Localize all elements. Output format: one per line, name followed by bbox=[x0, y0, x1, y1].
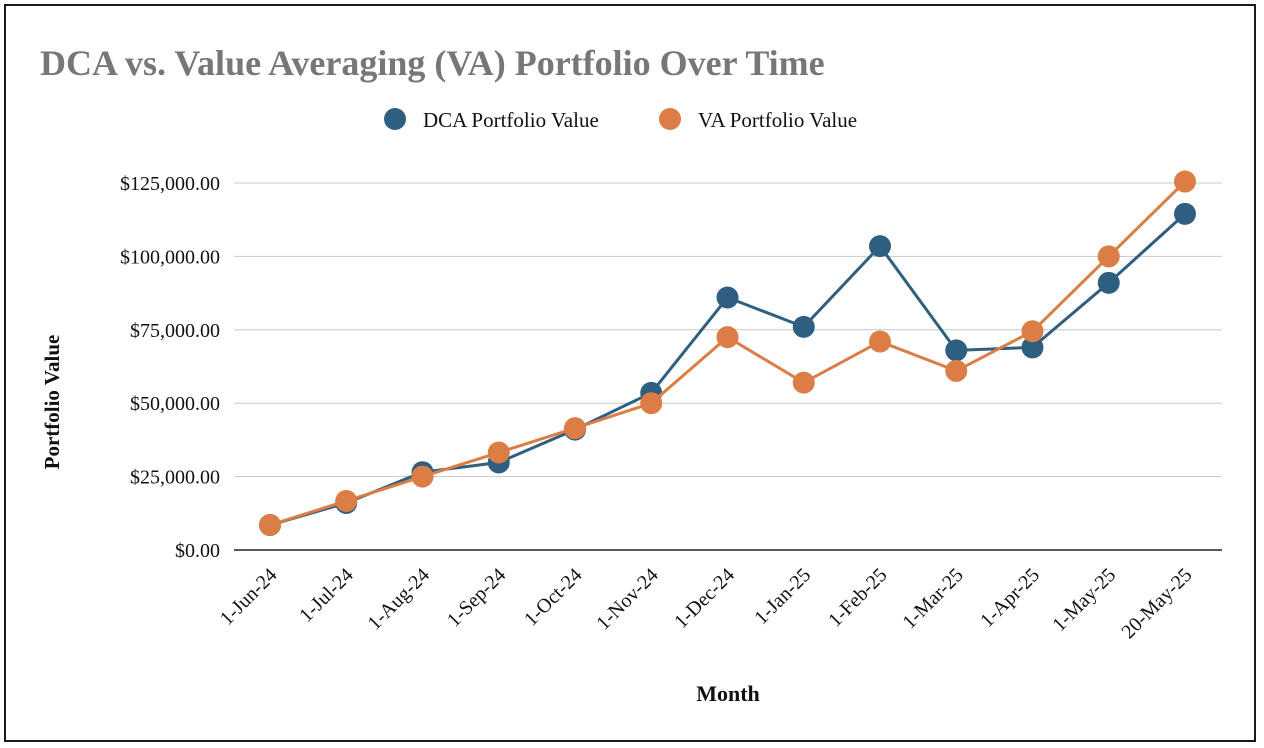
data-point[interactable] bbox=[1174, 202, 1196, 225]
data-point[interactable] bbox=[792, 371, 815, 394]
data-point[interactable] bbox=[259, 514, 281, 537]
data-point[interactable] bbox=[945, 339, 968, 362]
x-tick-label: 1-Dec-24 bbox=[670, 564, 739, 633]
x-tick-label: 1-Oct-24 bbox=[520, 564, 587, 631]
data-point[interactable] bbox=[640, 392, 663, 415]
data-point[interactable] bbox=[1174, 170, 1196, 193]
legend-label-va: VA Portfolio Value bbox=[698, 108, 857, 132]
x-tick-label: 1-Mar-25 bbox=[898, 564, 967, 633]
series-dca bbox=[259, 202, 1196, 537]
series-va bbox=[259, 170, 1196, 537]
x-axis-label: Month bbox=[696, 681, 760, 706]
x-tick-label: 20-May-25 bbox=[1117, 564, 1196, 643]
data-point[interactable] bbox=[411, 465, 434, 488]
legend-item-va[interactable]: VA Portfolio Value bbox=[659, 108, 857, 132]
x-tick-label: 1-May-25 bbox=[1048, 564, 1120, 636]
x-tick-label: 1-Jul-24 bbox=[295, 564, 358, 627]
data-point[interactable] bbox=[1021, 320, 1044, 343]
data-point[interactable] bbox=[1021, 336, 1044, 359]
series-line bbox=[269, 212, 1187, 527]
chart-title: DCA vs. Value Averaging (VA) Portfolio O… bbox=[40, 43, 825, 83]
y-tick-label: $125,000.00 bbox=[120, 173, 220, 195]
legend-marker-va bbox=[659, 108, 681, 130]
x-tick-label: 1-Feb-25 bbox=[824, 564, 891, 631]
data-point[interactable] bbox=[1097, 271, 1120, 294]
x-axis-ticks: 1-Jun-24 1-Jul-24 1-Aug-24 1-Sep-24 1-Oct-24… bbox=[216, 564, 1197, 643]
data-point[interactable] bbox=[716, 326, 739, 349]
data-point[interactable] bbox=[792, 315, 815, 338]
data-point[interactable] bbox=[1097, 245, 1120, 268]
y-tick-label: $100,000.00 bbox=[120, 246, 220, 268]
y-tick-label: $75,000.00 bbox=[130, 320, 220, 342]
data-point[interactable] bbox=[716, 286, 739, 309]
data-point[interactable] bbox=[869, 235, 891, 258]
gridlines bbox=[234, 182, 1222, 478]
y-tick-label: $25,000.00 bbox=[130, 467, 220, 489]
series-layer bbox=[259, 170, 1196, 537]
x-tick-label: 1-Sep-24 bbox=[443, 564, 510, 631]
x-tick-label: 1-Nov-24 bbox=[592, 564, 663, 635]
legend-label-dca: DCA Portfolio Value bbox=[423, 108, 599, 132]
chart-frame bbox=[4, 4, 1256, 742]
series-line bbox=[269, 180, 1187, 527]
y-axis-ticks: $0.00 $25,000.00 $50,000.00 $75,000.00 $100,… bbox=[120, 173, 220, 562]
legend-marker-dca bbox=[384, 108, 406, 130]
legend: DCA Portfolio Value VA Portfolio Value bbox=[384, 108, 857, 132]
x-tick-label: 1-Jun-24 bbox=[216, 564, 282, 630]
y-tick-label: $0.00 bbox=[175, 540, 220, 562]
x-tick-label: 1-Apr-25 bbox=[976, 564, 1044, 632]
data-point[interactable] bbox=[945, 359, 968, 382]
x-tick-label: 1-Jan-25 bbox=[750, 564, 815, 629]
data-point[interactable] bbox=[869, 330, 891, 353]
y-axis-label: Portfolio Value bbox=[40, 335, 64, 470]
data-point[interactable] bbox=[564, 417, 586, 440]
data-point[interactable] bbox=[335, 489, 358, 512]
x-tick-label: 1-Aug-24 bbox=[363, 564, 434, 635]
y-tick-label: $50,000.00 bbox=[130, 393, 220, 415]
data-point[interactable] bbox=[487, 441, 510, 464]
legend-item-dca[interactable]: DCA Portfolio Value bbox=[384, 108, 599, 132]
